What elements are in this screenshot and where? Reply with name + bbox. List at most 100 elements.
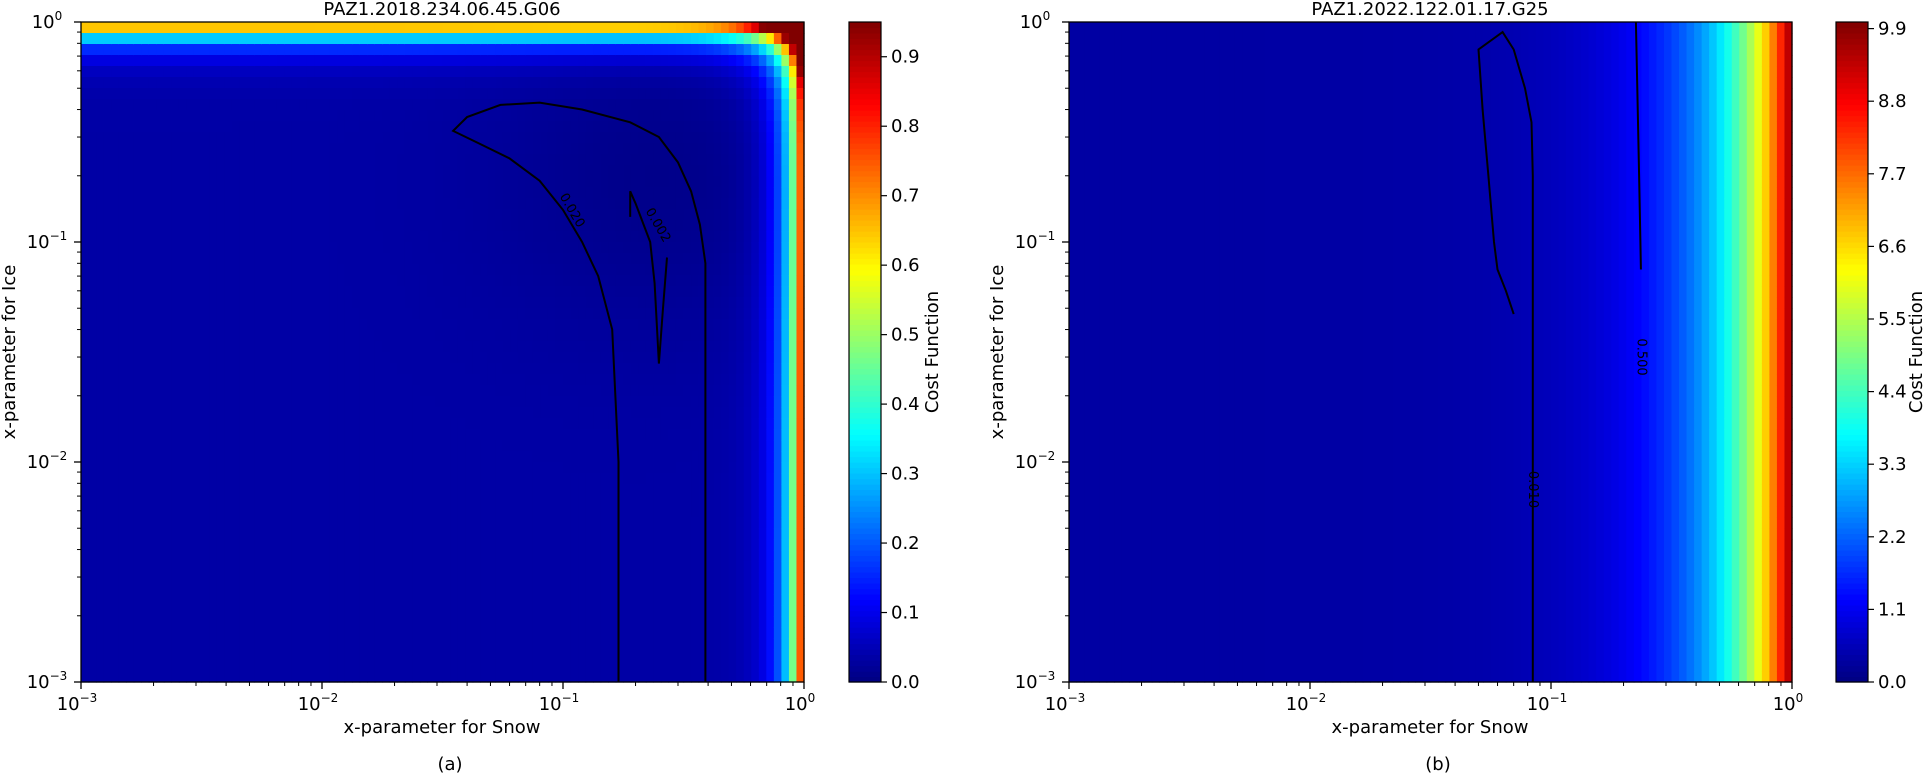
heatmap-cell (193, 660, 203, 672)
heatmap-cell (193, 275, 203, 287)
heatmap-cell (299, 407, 308, 419)
heatmap-cell (397, 627, 406, 639)
heatmap-cell (193, 143, 203, 155)
heatmap-cell (322, 363, 331, 375)
heatmap-cell (563, 66, 572, 78)
heatmap-cell (81, 660, 90, 672)
heatmap-cell (88, 99, 97, 111)
heatmap-cell (563, 264, 572, 276)
heatmap-cell (653, 121, 662, 133)
heatmap-cell (382, 363, 391, 375)
heatmap-cell (480, 187, 489, 199)
heatmap-cell (163, 627, 172, 639)
heatmap-cell (660, 616, 670, 628)
heatmap-cell (578, 88, 587, 100)
heatmap-cell (254, 253, 263, 265)
heatmap-cell (517, 616, 526, 628)
heatmap-cell (480, 231, 489, 243)
heatmap-cell (495, 319, 504, 331)
heatmap-cell (525, 605, 534, 617)
heatmap-cell (563, 550, 572, 562)
heatmap-cell (540, 407, 549, 419)
heatmap-cell (578, 462, 587, 474)
heatmap-cell (284, 165, 293, 177)
heatmap-cell (261, 352, 270, 364)
heatmap-cell (299, 209, 308, 221)
heatmap-cell (698, 198, 707, 210)
heatmap-cell (442, 231, 451, 243)
heatmap-cell (540, 264, 549, 276)
heatmap-cell (675, 121, 685, 133)
heatmap-cell (397, 77, 406, 89)
heatmap-cell (412, 671, 421, 683)
heatmap-cell (81, 132, 90, 144)
heatmap-cell (487, 231, 496, 243)
heatmap-cell (239, 638, 248, 650)
heatmap-cell (495, 66, 504, 78)
heatmap-cell (337, 616, 346, 628)
heatmap-cell (600, 88, 609, 100)
heatmap-cell (216, 539, 225, 551)
heatmap-cell (404, 99, 413, 111)
heatmap-cell (638, 132, 647, 144)
heatmap-cell (96, 506, 105, 518)
heatmap-cell (600, 462, 609, 474)
heatmap-cell (517, 275, 526, 287)
heatmap-cell (88, 352, 97, 364)
heatmap-cell (126, 66, 135, 78)
heatmap-cell (608, 627, 617, 639)
heatmap-cell (141, 418, 150, 430)
heatmap-cell (156, 363, 165, 375)
heatmap-cell (291, 198, 301, 210)
heatmap-cell (81, 286, 90, 298)
heatmap-cell (404, 22, 413, 34)
heatmap-cell (480, 286, 489, 298)
heatmap-cell (465, 583, 474, 595)
heatmap-cell (675, 440, 685, 452)
heatmap-cell (382, 616, 391, 628)
heatmap-cell (367, 176, 376, 188)
heatmap-cell (126, 88, 135, 100)
heatmap-cell (404, 506, 413, 518)
heatmap-cell (88, 649, 97, 661)
heatmap-cell (186, 484, 195, 496)
heatmap-cell (510, 77, 519, 89)
heatmap-cell (502, 253, 511, 265)
heatmap-cell (472, 583, 481, 595)
heatmap-cell (231, 209, 240, 221)
heatmap-cell (412, 627, 421, 639)
heatmap-cell (698, 33, 707, 45)
heatmap-cell (419, 99, 429, 111)
heatmap-cell (675, 495, 685, 507)
heatmap-cell (419, 451, 429, 463)
heatmap-cell (653, 572, 662, 584)
heatmap-cell (344, 451, 353, 463)
heatmap-cell (450, 198, 459, 210)
heatmap-cell (337, 638, 346, 650)
heatmap-cell (88, 363, 97, 375)
heatmap-cell (111, 231, 120, 243)
heatmap-cell (141, 473, 150, 485)
heatmap-cell (578, 286, 587, 298)
heatmap-cell (532, 671, 542, 683)
heatmap-cell (276, 77, 285, 89)
heatmap-cell (434, 561, 444, 573)
heatmap-cell (216, 319, 225, 331)
heatmap-cell (254, 154, 263, 166)
heatmap-cell (246, 484, 255, 496)
heatmap-cell (374, 594, 383, 606)
heatmap-cell (118, 605, 127, 617)
heatmap-cell (668, 660, 677, 672)
heatmap-cell (246, 88, 255, 100)
heatmap-cell (525, 143, 534, 155)
heatmap-cell (510, 583, 519, 595)
heatmap-cell (691, 517, 700, 529)
heatmap-cell (201, 495, 210, 507)
heatmap-cell (457, 220, 466, 232)
heatmap-cell (186, 55, 195, 67)
heatmap-cell (291, 561, 301, 573)
heatmap-cell (389, 352, 398, 364)
heatmap-cell (698, 594, 707, 606)
heatmap-cell (600, 572, 609, 584)
heatmap-cell (163, 99, 172, 111)
